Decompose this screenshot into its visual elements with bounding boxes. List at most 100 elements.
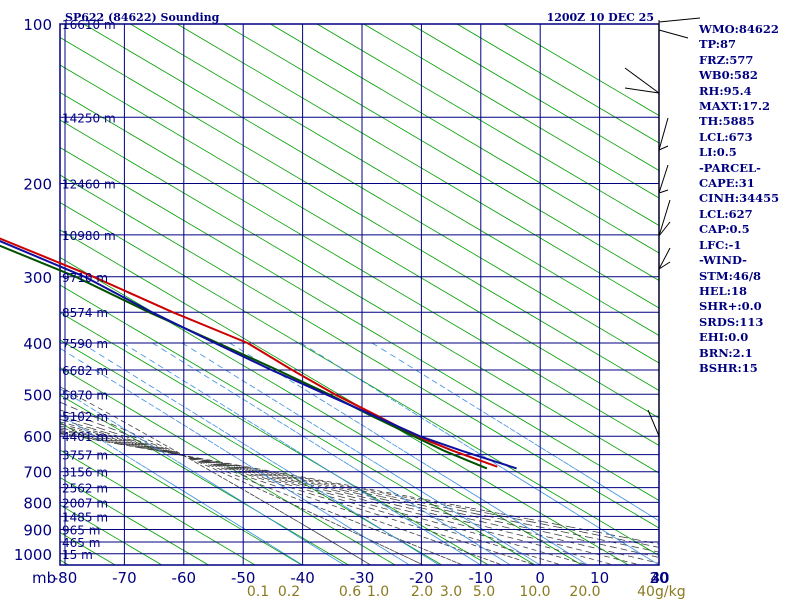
pressure-label: 300 (23, 269, 52, 287)
wind-barb (658, 117, 669, 151)
mixing-ratio-line (229, 342, 588, 566)
stat-item: HEL:18 (699, 283, 747, 298)
height-labels: 16610 m 14250 m 12460 m 10980 m 9710 m 8574 m… (62, 18, 116, 562)
sounding-line-2 (0, 244, 488, 470)
dry-adiabat (59, 202, 660, 556)
height-label: 7590 m (62, 337, 108, 351)
stat-item: RH:95.4 (699, 83, 752, 98)
stat-item: -PARCEL- (699, 160, 761, 175)
sounding-profiles (0, 237, 517, 470)
dry-adiabat (59, 92, 660, 446)
dry-adiabat (59, 257, 582, 566)
temperature-label: 30 (650, 569, 669, 587)
height-label: 12460 m (62, 177, 116, 191)
height-label: 2562 m (62, 482, 108, 496)
stat-item: LFC:-1 (699, 237, 742, 252)
dry-adiabat (59, 147, 660, 501)
mixing-ratio-line (59, 414, 303, 566)
temperature-label: 10 (590, 569, 609, 587)
isobar-lines (59, 23, 660, 566)
moist-adiabat (59, 431, 660, 553)
dry-adiabat (503, 23, 660, 116)
dry-adiabat (59, 449, 256, 566)
valid-time: 1200Z 10 DEC 25 (547, 11, 654, 24)
moist-adiabat (59, 401, 424, 566)
temperature-label: -80 (53, 569, 78, 587)
stat-item: CAP:0.5 (699, 222, 750, 237)
temperature-label: 20 (649, 569, 668, 587)
wind-barb (658, 199, 671, 237)
height-label: 10980 m (62, 229, 116, 243)
mixing-ratio-label: 20.0 (569, 584, 600, 600)
pressure-label: 800 (23, 494, 52, 512)
stats-panel: WMO:84622 TP:87 FRZ:577 WB0:582 RH:95.4 MAXT:… (699, 22, 799, 376)
dry-adiabat (176, 23, 660, 309)
mixing-ratio-label: 10.0 (519, 584, 550, 600)
dry-adiabat (59, 312, 489, 566)
stat-item: SRDS:113 (699, 314, 764, 329)
dry-adiabat (59, 174, 660, 529)
stat-item: FRZ:577 (699, 52, 754, 67)
height-label: 5870 m (62, 388, 108, 402)
wind-barb (658, 247, 671, 270)
plot-frame (59, 23, 660, 566)
stat-item: -WIND- (699, 253, 747, 268)
mixing-ratio-line (371, 342, 660, 522)
temperature-label: 0 (535, 569, 545, 587)
dry-adiabat (410, 23, 660, 171)
stat-item: CAPE:31 (699, 176, 755, 191)
wind-barb (658, 261, 671, 270)
mixing-ratio-line (59, 347, 410, 566)
dry-adiabat (456, 23, 660, 144)
temperature-label: -40 (290, 569, 315, 587)
wind-barb (658, 164, 669, 194)
dry-adiabat-lines (59, 23, 660, 566)
wind-barbs (624, 17, 701, 445)
dry-adiabat (59, 532, 116, 566)
mixing-ratio-label: 0.6 (339, 584, 361, 600)
moist-adiabat (59, 386, 371, 566)
height-label: 15 m (62, 548, 93, 562)
pressure-label: 900 (23, 522, 52, 540)
wind-barb (658, 189, 669, 194)
mixing-ratio-label: 2.0 (411, 584, 433, 600)
mixing-ratio-label: 0.2 (278, 584, 300, 600)
pressure-axis-labels: 100 200 300 400 500 600 700 800 900 1000 mb (14, 16, 56, 587)
moist-adiabat (59, 427, 641, 566)
height-label: 3156 m (62, 466, 108, 480)
mixing-ratio-lines (59, 342, 660, 566)
mixing-ratio-line (122, 342, 482, 566)
mixing-ratio-line (181, 342, 541, 566)
dry-adiabat (59, 229, 629, 566)
wind-barb (658, 17, 701, 23)
pressure-unit: mb (32, 569, 56, 587)
height-label: 8574 m (62, 306, 108, 320)
mixing-ratio-label: 5.0 (473, 584, 495, 600)
moist-adiabat (59, 433, 660, 545)
height-label: 14250 m (62, 111, 116, 125)
moist-adiabat (59, 425, 614, 566)
wind-barb (647, 409, 660, 437)
height-label: 465 m (62, 536, 100, 550)
dry-adiabat (130, 23, 660, 336)
stat-item: TH:5885 (699, 114, 755, 129)
pressure-label: 400 (23, 335, 52, 353)
stat-item: LCL:673 (699, 129, 753, 144)
mixing-ratio-label: 3.0 (440, 584, 462, 600)
stat-item: STM:46/8 (699, 268, 762, 283)
dry-adiabat (223, 23, 660, 281)
height-label: 5102 m (62, 410, 108, 424)
sounding-line-3 (0, 240, 517, 470)
stat-item: BSHR:15 (699, 360, 758, 375)
mixing-ratio-line (80, 342, 440, 566)
moist-adiabat (59, 415, 503, 566)
pressure-label: 500 (23, 386, 52, 404)
chart-title: SP622 (84622) Sounding (65, 11, 220, 24)
temperature-label: -20 (409, 569, 434, 587)
stat-item: WMO:84622 (699, 22, 779, 36)
dry-adiabat (59, 64, 660, 419)
mixing-ratio-label: 1.0 (367, 584, 389, 600)
mixing-ratio-label: 40 (637, 584, 655, 600)
